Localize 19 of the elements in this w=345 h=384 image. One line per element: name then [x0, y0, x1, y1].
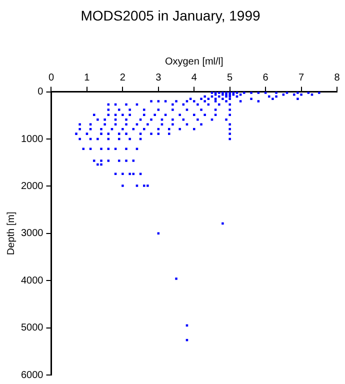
x-tick-label: 2 — [120, 72, 126, 84]
y-axis-title: Depth [m] — [6, 212, 17, 256]
x-tick-label: 5 — [227, 72, 234, 84]
x-tick-label: 7 — [298, 72, 304, 84]
y-tick-label: 5000 — [20, 322, 44, 334]
y-tick-label: 1000 — [20, 134, 44, 145]
x-tick-label: 0 — [48, 72, 54, 84]
y-tick-label: 3000 — [20, 228, 44, 240]
x-tick-label: 8 — [334, 72, 340, 84]
x-tick-label: 3 — [156, 72, 162, 84]
chart-title: MODS2005 in January, 1999 — [80, 7, 260, 24]
y-tick-label: 2000 — [20, 180, 44, 192]
y-tick-label: 0 — [38, 86, 44, 98]
x-axis-title: Oxygen [ml/l] — [164, 56, 224, 68]
y-tick-label: 6000 — [20, 370, 44, 381]
x-tick-label: 6 — [262, 72, 269, 84]
x-tick-label: 1 — [84, 72, 90, 84]
y-tick-label: 4000 — [20, 275, 44, 286]
x-tick-label: 4 — [191, 72, 198, 84]
